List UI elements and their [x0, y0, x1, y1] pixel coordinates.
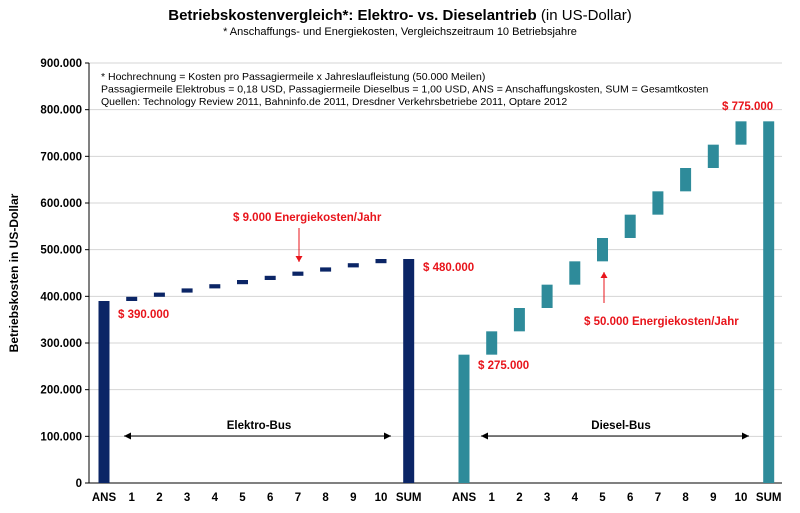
annotations: $ 390.000 $ 480.000 $ 9.000 Energiekosten/…	[118, 101, 773, 440]
diesel-bar-3	[541, 284, 553, 308]
chart-notes: * Hochrechnung = Kosten pro Passagiermei…	[101, 71, 709, 108]
elektro-bar-10	[375, 259, 387, 264]
x-tick-label: 10	[375, 492, 388, 504]
x-tick-labels: ANS 1 2 3 4 5 6 7 8 9 10 SUM ANS 1 2 3 4 5 6 7 8 9 10 SUM	[92, 492, 782, 504]
elektro-energy-label: $ 9.000 Energiekosten/Jahr	[233, 212, 382, 224]
elektro-bar-7	[292, 271, 304, 276]
y-tick-labels: 0 100.000 200.000 300.000 400.000 500.000 600.…	[40, 58, 82, 490]
diesel-range-arrow-head-right	[742, 432, 749, 440]
elektro-sum-label: $ 480.000	[423, 262, 474, 274]
x-tick-label: 7	[655, 492, 661, 504]
diesel-sum-label: $ 775.000	[722, 101, 773, 113]
elektro-range-arrow-head-right	[384, 432, 391, 440]
diesel-bar-10	[735, 121, 747, 145]
y-axis-label: Betriebskosten in US-Dollar	[7, 193, 21, 352]
x-tick-label: 8	[322, 492, 329, 504]
chart-title: Betriebskostenvergleich*: Elektro- vs. D…	[168, 7, 632, 24]
elektro-bar-1	[126, 296, 138, 301]
chart-note: Quellen: Technology Review 2011, Bahninf…	[101, 96, 567, 108]
chart-note: Passagiermeile Elektrobus = 0,18 USD, Pa…	[101, 84, 709, 96]
elektro-bar-3	[181, 288, 193, 293]
axes	[88, 63, 782, 484]
x-tick-label: 4	[212, 492, 219, 504]
elektro-group-label: Elektro-Bus	[227, 420, 292, 432]
diesel-bar-9	[707, 144, 719, 168]
elektro-bar-9	[347, 263, 359, 268]
diesel-group-label: Diesel-Bus	[591, 420, 650, 432]
elektro-ans-label: $ 390.000	[118, 309, 169, 321]
elektro-range-arrow-head-left	[124, 432, 131, 440]
y-tick-label: 900.000	[40, 58, 82, 70]
x-tick-label: 1	[488, 492, 495, 504]
x-tick-label: 5	[599, 492, 606, 504]
x-tick-label: 9	[350, 492, 356, 504]
x-tick-label: 3	[184, 492, 190, 504]
x-tick-label: ANS	[452, 492, 477, 504]
x-tick-label: 1	[128, 492, 135, 504]
y-tick-label: 700.000	[40, 151, 82, 163]
diesel-energy-label: $ 50.000 Energiekosten/Jahr	[584, 316, 739, 328]
y-tick-label: 200.000	[40, 385, 82, 397]
diesel-bar-5	[597, 238, 608, 262]
y-tick-label: 800.000	[40, 105, 82, 117]
diesel-energy-arrow-head	[600, 272, 608, 278]
x-tick-label: 10	[735, 492, 748, 504]
x-tick-label: 6	[267, 492, 273, 504]
x-tick-label: 8	[682, 492, 689, 504]
x-tick-label: 9	[710, 492, 716, 504]
chart-note: * Hochrechnung = Kosten pro Passagiermei…	[101, 71, 485, 83]
y-tick-label: 0	[76, 478, 82, 490]
diesel-bar-ans	[458, 354, 470, 483]
elektro-bar-sum	[403, 259, 415, 483]
diesel-bar-1	[486, 331, 498, 355]
y-tick-label: 600.000	[40, 198, 82, 210]
y-tick-label: 500.000	[40, 245, 82, 257]
diesel-bar-7	[652, 191, 664, 215]
diesel-bar-8	[680, 168, 692, 192]
y-tick-label: 100.000	[40, 431, 82, 443]
diesel-bar-6	[624, 214, 636, 238]
y-tick-label: 300.000	[40, 338, 82, 350]
diesel-ans-label: $ 275.000	[478, 360, 529, 372]
elektro-bar-2	[153, 292, 165, 297]
x-tick-label: SUM	[756, 492, 782, 504]
elektro-bar-4	[209, 284, 221, 289]
x-tick-label: 6	[627, 492, 633, 504]
x-tick-label: 4	[572, 492, 579, 504]
elektro-energy-arrow-head	[295, 256, 303, 262]
grid-lines	[85, 62, 782, 484]
diesel-bar-sum	[763, 121, 775, 483]
diesel-bar-2	[513, 308, 525, 332]
bars	[98, 121, 775, 483]
elektro-bar-5	[237, 280, 248, 285]
elektro-bar-6	[264, 275, 276, 280]
x-tick-label: ANS	[92, 492, 117, 504]
x-tick-label: SUM	[396, 492, 422, 504]
x-tick-label: 3	[544, 492, 550, 504]
x-tick-label: 2	[156, 492, 162, 504]
chart-subtitle: * Anschaffungs- und Energiekosten, Vergl…	[223, 26, 577, 38]
x-tick-label: 5	[239, 492, 246, 504]
y-tick-label: 400.000	[40, 291, 82, 303]
elektro-bar-ans	[98, 301, 110, 483]
x-tick-label: 2	[516, 492, 522, 504]
diesel-bar-4	[569, 261, 581, 285]
elektro-bar-8	[320, 267, 332, 272]
x-tick-label: 7	[295, 492, 301, 504]
diesel-range-arrow-head-left	[481, 432, 488, 440]
